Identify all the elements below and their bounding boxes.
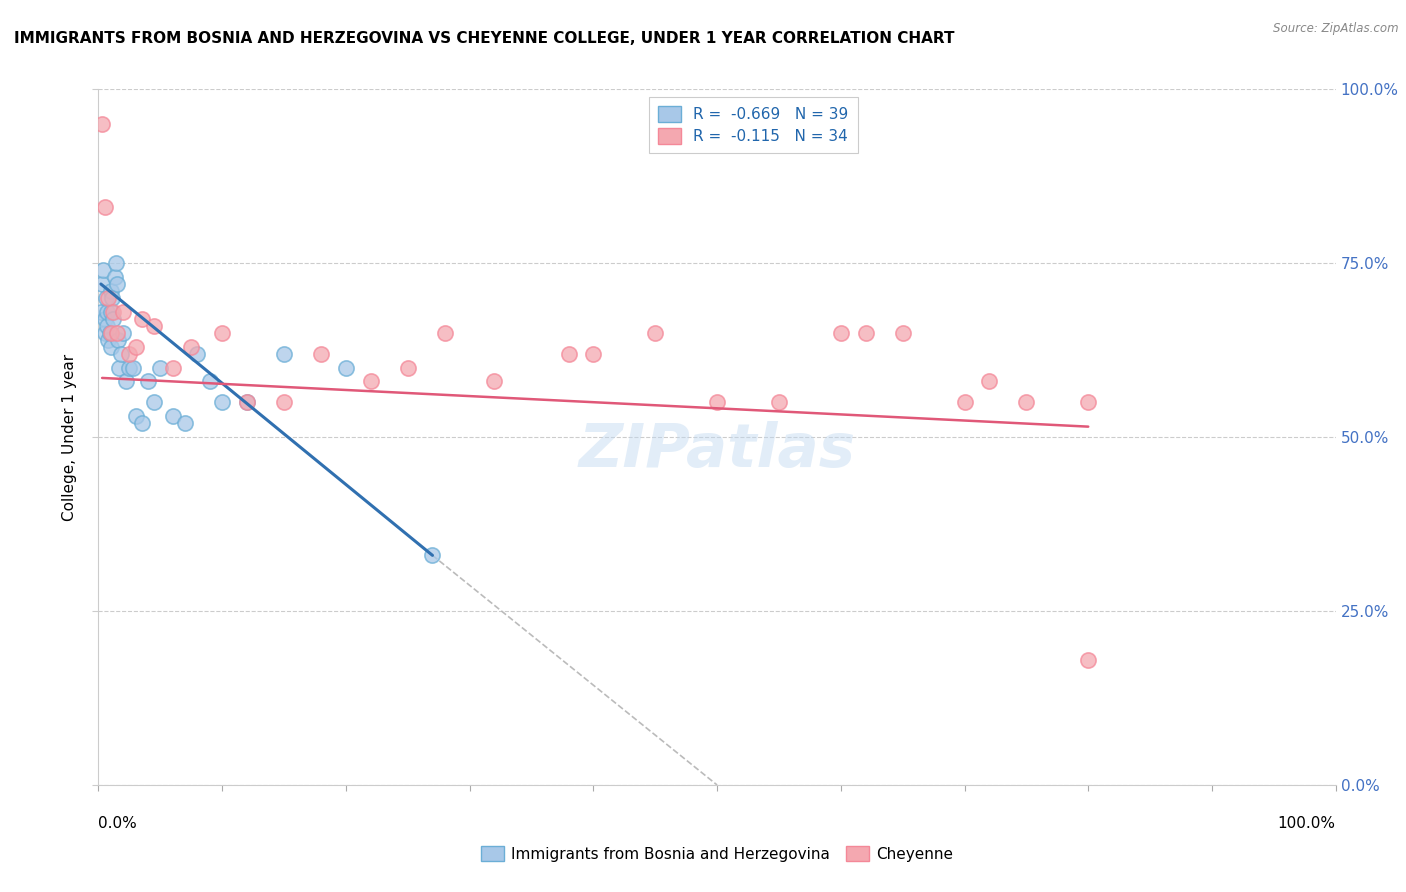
Point (97, 291, 120, 305)
Point (143, 318, 166, 333)
Point (211, 326, 233, 340)
Point (582, 346, 605, 360)
Point (122, 360, 145, 375)
Point (186, 346, 208, 360)
Point (112, 326, 135, 340)
Point (1077, 395, 1099, 409)
Point (101, 291, 124, 305)
Point (93, 201, 115, 215)
Point (162, 360, 184, 375)
Point (979, 375, 1001, 389)
Text: 0.0%: 0.0% (98, 816, 138, 831)
Point (91, 277, 114, 291)
Legend: Immigrants from Bosnia and Herzegovina, Cheyenne: Immigrants from Bosnia and Herzegovina, … (475, 839, 959, 868)
Point (830, 326, 852, 340)
Text: IMMIGRANTS FROM BOSNIA AND HERZEGOVINA VS CHEYENNE COLLEGE, UNDER 1 YEAR CORRELA: IMMIGRANTS FROM BOSNIA AND HERZEGOVINA V… (14, 31, 955, 46)
Point (396, 360, 419, 375)
Point (100, 326, 122, 340)
Point (96, 318, 118, 333)
Point (174, 416, 197, 430)
Point (706, 395, 728, 409)
Point (97, 333, 120, 347)
Point (273, 395, 295, 409)
Point (93, 311, 115, 326)
Point (131, 416, 153, 430)
Point (557, 346, 579, 360)
Point (108, 360, 131, 375)
Y-axis label: College, Under 1 year: College, Under 1 year (62, 353, 77, 521)
Point (236, 395, 259, 409)
Point (103, 311, 125, 326)
Point (131, 311, 153, 326)
Point (644, 326, 666, 340)
Point (768, 395, 790, 409)
Point (136, 375, 159, 389)
Point (236, 395, 259, 409)
Point (149, 360, 172, 375)
Point (484, 375, 506, 389)
Point (891, 326, 914, 340)
Text: 100.0%: 100.0% (1278, 816, 1336, 831)
Point (105, 277, 128, 291)
Point (91, 117, 114, 131)
Point (100, 284, 122, 298)
Point (309, 346, 332, 360)
Point (98, 326, 121, 340)
Point (360, 375, 382, 389)
Point (124, 409, 146, 424)
Point (103, 305, 125, 319)
Point (180, 340, 202, 354)
Point (855, 326, 877, 340)
Point (114, 375, 136, 389)
Point (100, 305, 122, 319)
Point (143, 395, 166, 409)
Point (162, 409, 184, 424)
Point (335, 360, 357, 375)
Point (96, 305, 118, 319)
Point (118, 346, 141, 360)
Point (1077, 653, 1099, 667)
Point (124, 340, 146, 354)
Point (110, 346, 132, 360)
Point (94, 291, 117, 305)
Point (211, 395, 233, 409)
Point (273, 346, 295, 360)
Point (100, 340, 122, 354)
Point (93, 263, 115, 277)
Point (1015, 395, 1038, 409)
Point (107, 333, 129, 347)
Point (433, 326, 456, 340)
Point (953, 395, 976, 409)
Point (103, 270, 125, 285)
Point (90, 305, 112, 319)
Text: Source: ZipAtlas.com: Source: ZipAtlas.com (1274, 22, 1399, 36)
Point (422, 549, 444, 563)
Point (105, 326, 128, 340)
Point (112, 305, 135, 319)
Point (104, 256, 127, 270)
Point (198, 375, 221, 389)
Point (118, 360, 141, 375)
Text: ZIPatlas: ZIPatlas (578, 422, 856, 481)
Point (93, 326, 115, 340)
